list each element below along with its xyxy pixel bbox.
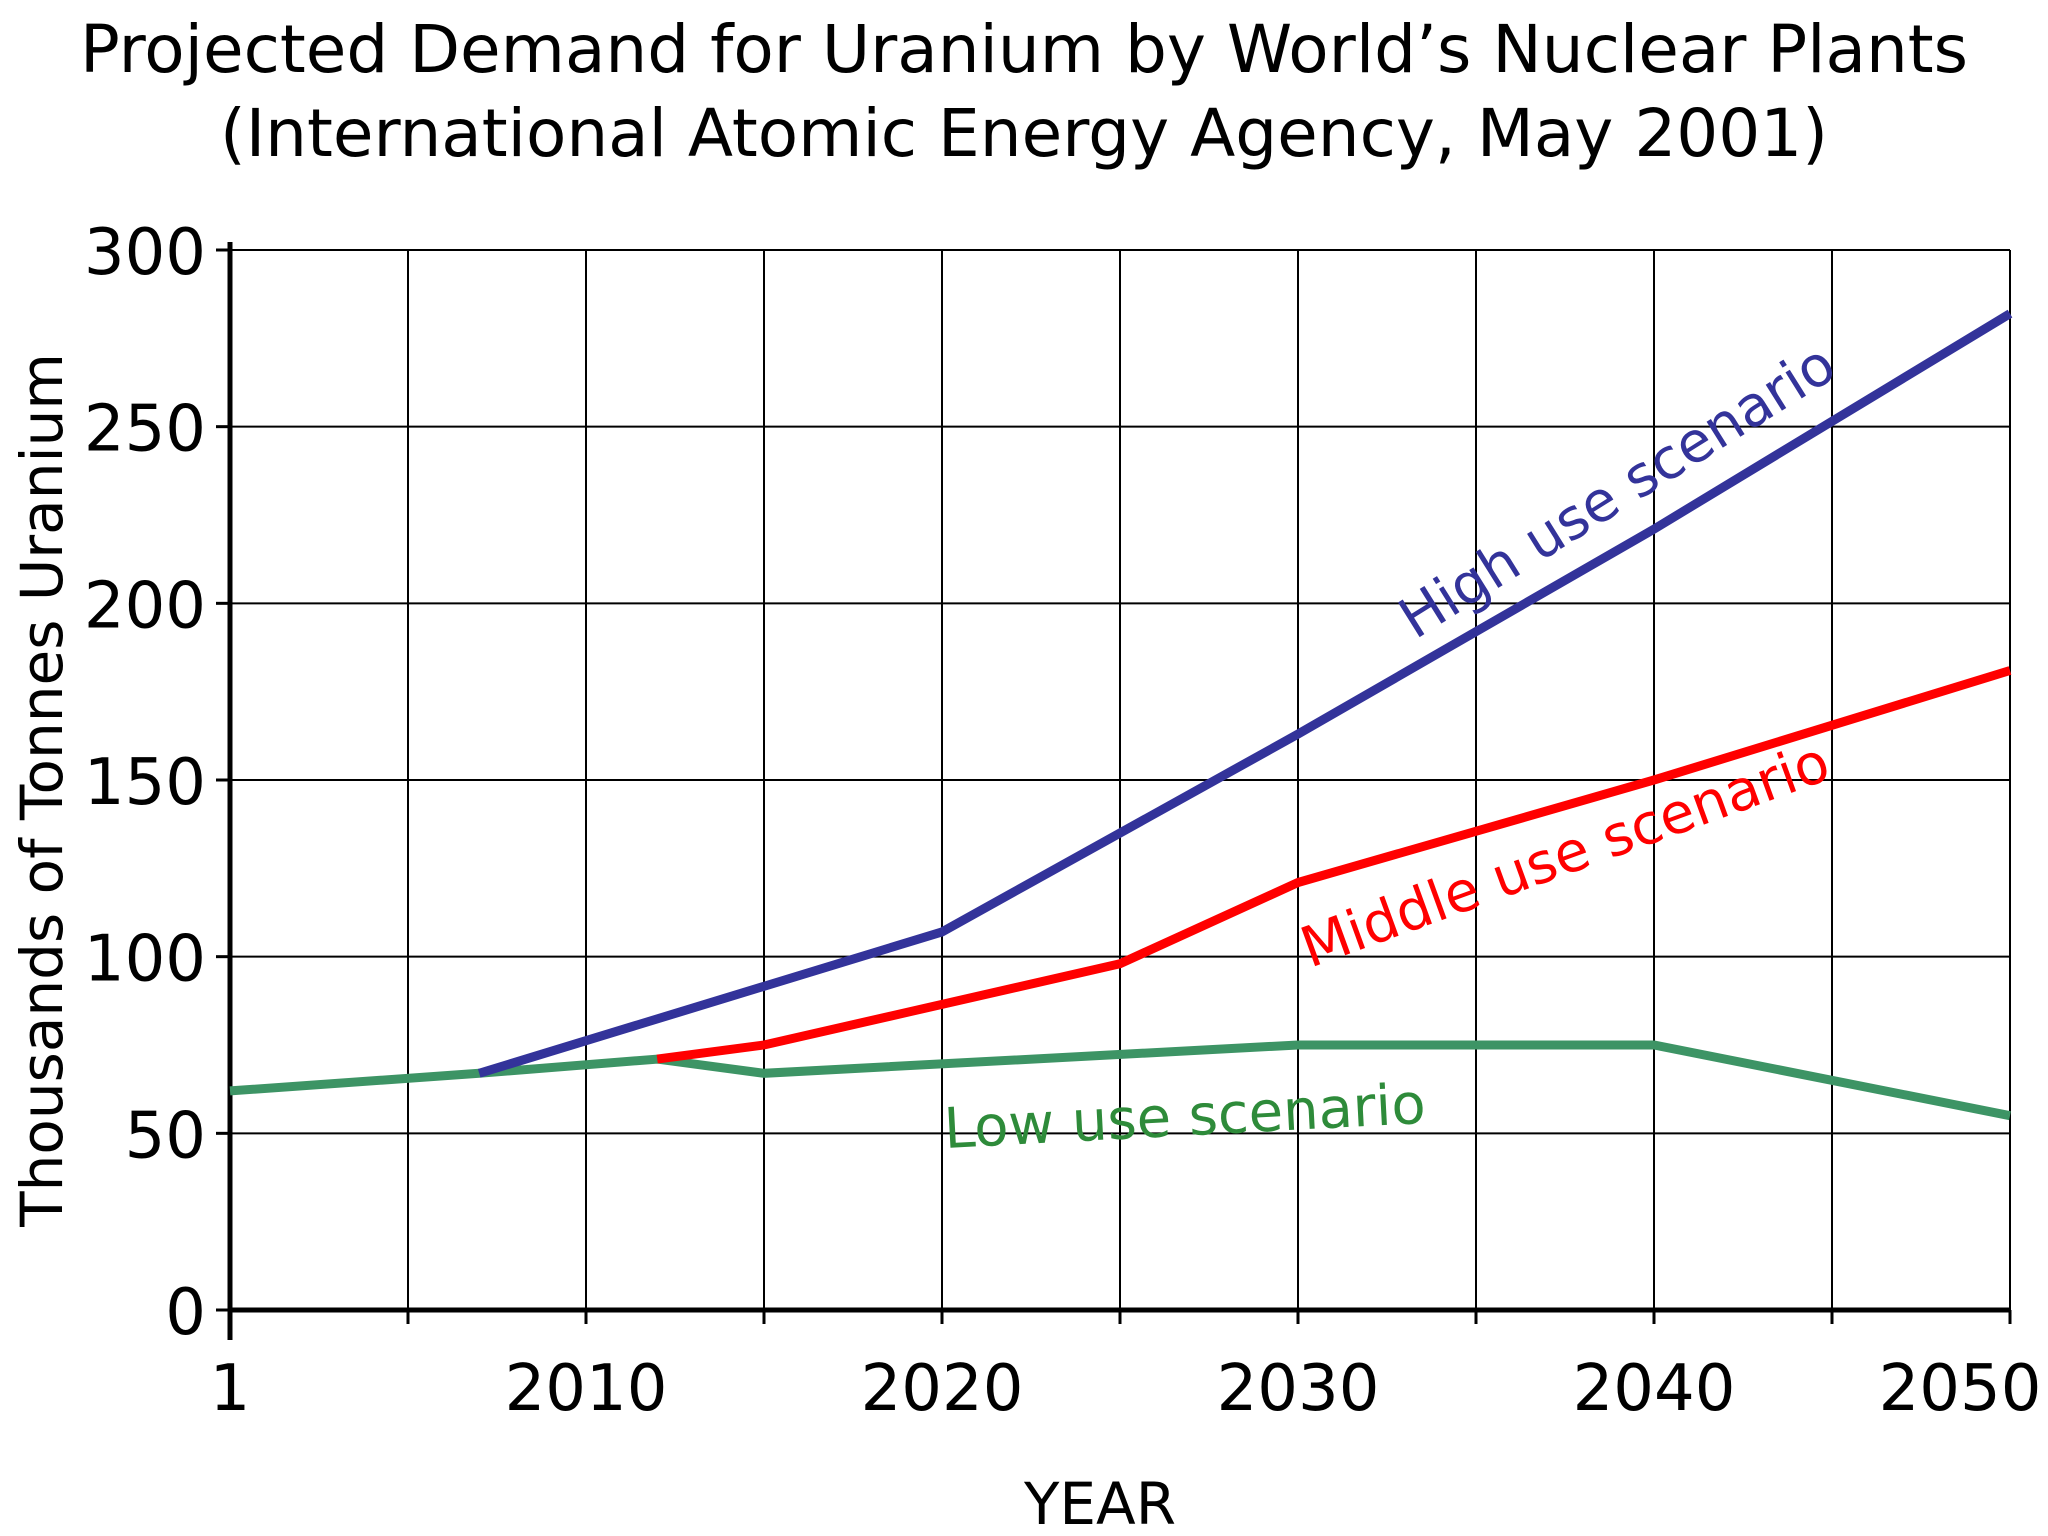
grid	[229, 249, 2011, 1311]
x-tick-label-1: 1	[210, 1352, 251, 1426]
series-lines	[229, 309, 2013, 1121]
y-tick-label-300: 300	[84, 216, 206, 290]
middle-use-scenario-line	[656, 666, 2012, 1064]
axes	[216, 242, 2012, 1340]
y-tick-label-150: 150	[84, 746, 206, 820]
chart-title: Projected Demand for Uranium by World’s …	[80, 11, 1968, 88]
low-use-scenario-label: Low use scenario	[942, 1072, 1427, 1162]
y-tick-label-0: 0	[165, 1276, 206, 1350]
x-tick-label-2050: 2050	[1879, 1352, 2042, 1426]
y-tick-label-50: 50	[125, 1099, 206, 1173]
middle-use-scenario-label: Middle use scenario	[1293, 730, 1838, 982]
y-tick-label-250: 250	[84, 393, 206, 467]
y-tick-label-200: 200	[84, 569, 206, 643]
x-tick-label-2030: 2030	[1217, 1352, 1380, 1426]
x-tick-labels: 1 2010 2020 2030 2040 2050	[210, 1352, 2042, 1426]
y-tick-labels: 0 50 100 150 200 250 300	[84, 216, 206, 1350]
x-tick-label-2040: 2040	[1573, 1352, 1736, 1426]
x-tick-label-2020: 2020	[861, 1352, 1024, 1426]
y-tick-label-100: 100	[84, 923, 206, 997]
y-axis-label: Thousands of Tonnes Uranium	[8, 353, 76, 1228]
high-use-scenario-line	[477, 309, 2013, 1078]
chart-subtitle: (International Atomic Energy Agency, May…	[220, 95, 1828, 172]
x-axis-label: YEAR	[1023, 1470, 1176, 1536]
x-tick-label-2010: 2010	[505, 1352, 668, 1426]
